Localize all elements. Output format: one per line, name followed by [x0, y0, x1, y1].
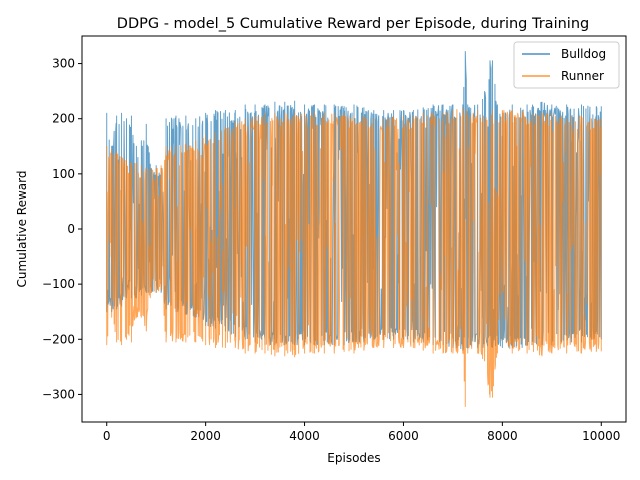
- y-tick-label: 100: [52, 167, 75, 181]
- x-axis: 0 2000 4000 6000 8000 10000: [103, 422, 620, 443]
- x-tick-label: 6000: [388, 429, 419, 443]
- x-tick-label: 10000: [582, 429, 620, 443]
- y-axis: −300 −200 −100 0 100 200 300: [42, 57, 82, 401]
- y-tick-label: 0: [67, 222, 75, 236]
- x-tick-label: 8000: [487, 429, 518, 443]
- y-axis-label: Cumulative Reward: [15, 171, 29, 288]
- y-tick-label: 200: [52, 112, 75, 126]
- y-tick-label: −200: [42, 332, 75, 346]
- x-tick-label: 0: [103, 429, 111, 443]
- x-tick-label: 2000: [190, 429, 221, 443]
- x-axis-label: Episodes: [327, 451, 380, 465]
- chart-title: DDPG - model_5 Cumulative Reward per Epi…: [117, 16, 589, 32]
- legend: Bulldog Runner: [513, 41, 620, 89]
- y-tick-label: −300: [42, 387, 75, 401]
- x-tick-label: 4000: [289, 429, 320, 443]
- series-layer: [106, 50, 602, 408]
- y-tick-label: −100: [42, 277, 75, 291]
- legend-label-runner: Runner: [561, 69, 604, 83]
- series-line-runner: [106, 107, 602, 408]
- y-tick-label: 300: [52, 57, 75, 71]
- legend-label-bulldog: Bulldog: [561, 47, 606, 61]
